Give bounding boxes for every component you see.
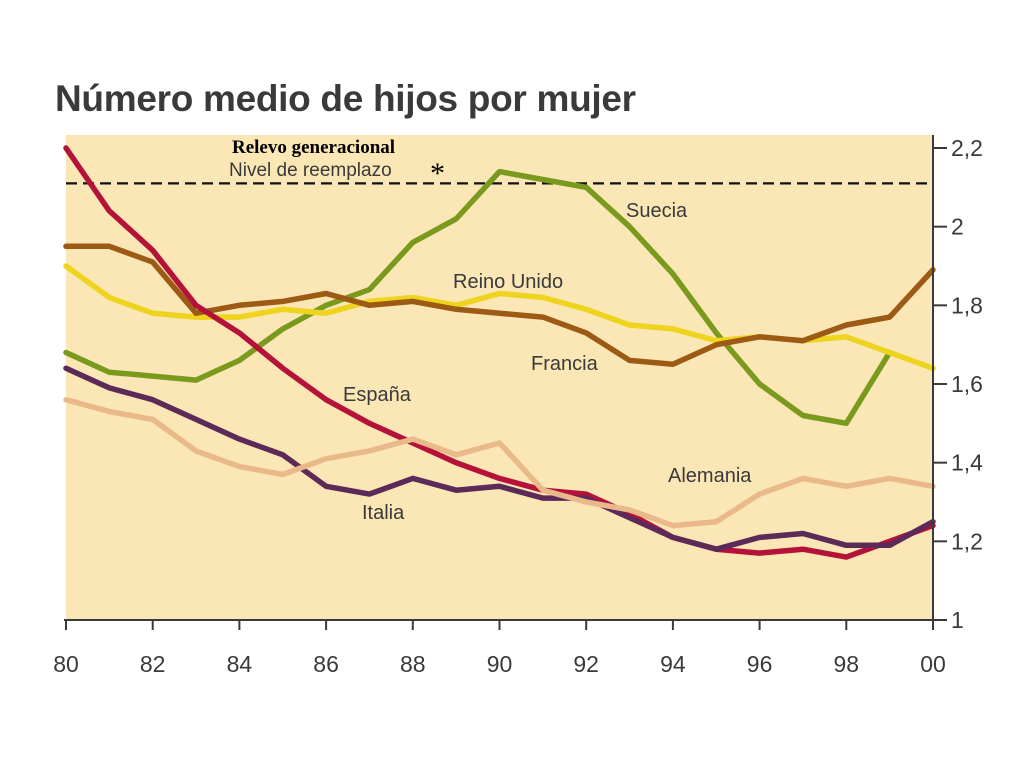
generational-replacement-caption: Relevo generacional xyxy=(232,137,395,158)
x-tick-label: 92 xyxy=(573,651,599,677)
y-tick-label: 1,4 xyxy=(951,450,983,476)
series-label-alemania: Alemania xyxy=(668,465,752,487)
series-label-reino-unido: Reino Unido xyxy=(453,271,563,293)
y-tick-label: 1 xyxy=(951,607,964,633)
chart-title: Número medio de hijos por mujer xyxy=(55,78,636,119)
replacement-level-label: Nivel de reemplazo xyxy=(229,160,392,181)
x-tick-label: 82 xyxy=(140,651,166,677)
y-tick-label: 2,2 xyxy=(951,135,983,161)
series-label-espana: España xyxy=(343,384,412,406)
x-tick-label: 98 xyxy=(834,651,860,677)
x-tick-label: 94 xyxy=(660,651,686,677)
series-label-francia: Francia xyxy=(531,353,599,375)
x-tick-label: 84 xyxy=(227,651,253,677)
series-label-italia: Italia xyxy=(362,502,405,524)
y-tick-label: 1,2 xyxy=(951,528,983,554)
series-line-1 xyxy=(63,168,893,427)
y-tick-label: 1,8 xyxy=(951,292,983,318)
series-line-6 xyxy=(63,396,936,529)
x-tick-label: 96 xyxy=(747,651,773,677)
series-label-suecia: Suecia xyxy=(626,200,688,222)
reference-line-group: Relevo generacional Nivel de reemplazo * xyxy=(66,137,933,190)
series-line-4 xyxy=(63,145,936,560)
y-tick-label: 2 xyxy=(951,214,964,240)
x-tick-label: 80 xyxy=(53,651,79,677)
axes: 80 82 84 86 88 90 92 94 96 98 001 1,2 1,4 1,6 1,8 2 2,2 xyxy=(53,135,983,677)
series-line-5 xyxy=(63,365,936,552)
series-lines xyxy=(63,145,936,560)
replacement-level-asterisk: * xyxy=(430,157,445,190)
x-tick-label: 00 xyxy=(920,651,946,677)
plot-area xyxy=(66,135,933,620)
x-tick-label: 88 xyxy=(400,651,426,677)
x-tick-label: 90 xyxy=(487,651,513,677)
series-line-3 xyxy=(63,243,936,368)
x-tick-label: 86 xyxy=(313,651,339,677)
y-tick-label: 1,6 xyxy=(951,371,983,397)
series-labels: Suecia Reino Unido Francia España Italia… xyxy=(343,200,752,524)
